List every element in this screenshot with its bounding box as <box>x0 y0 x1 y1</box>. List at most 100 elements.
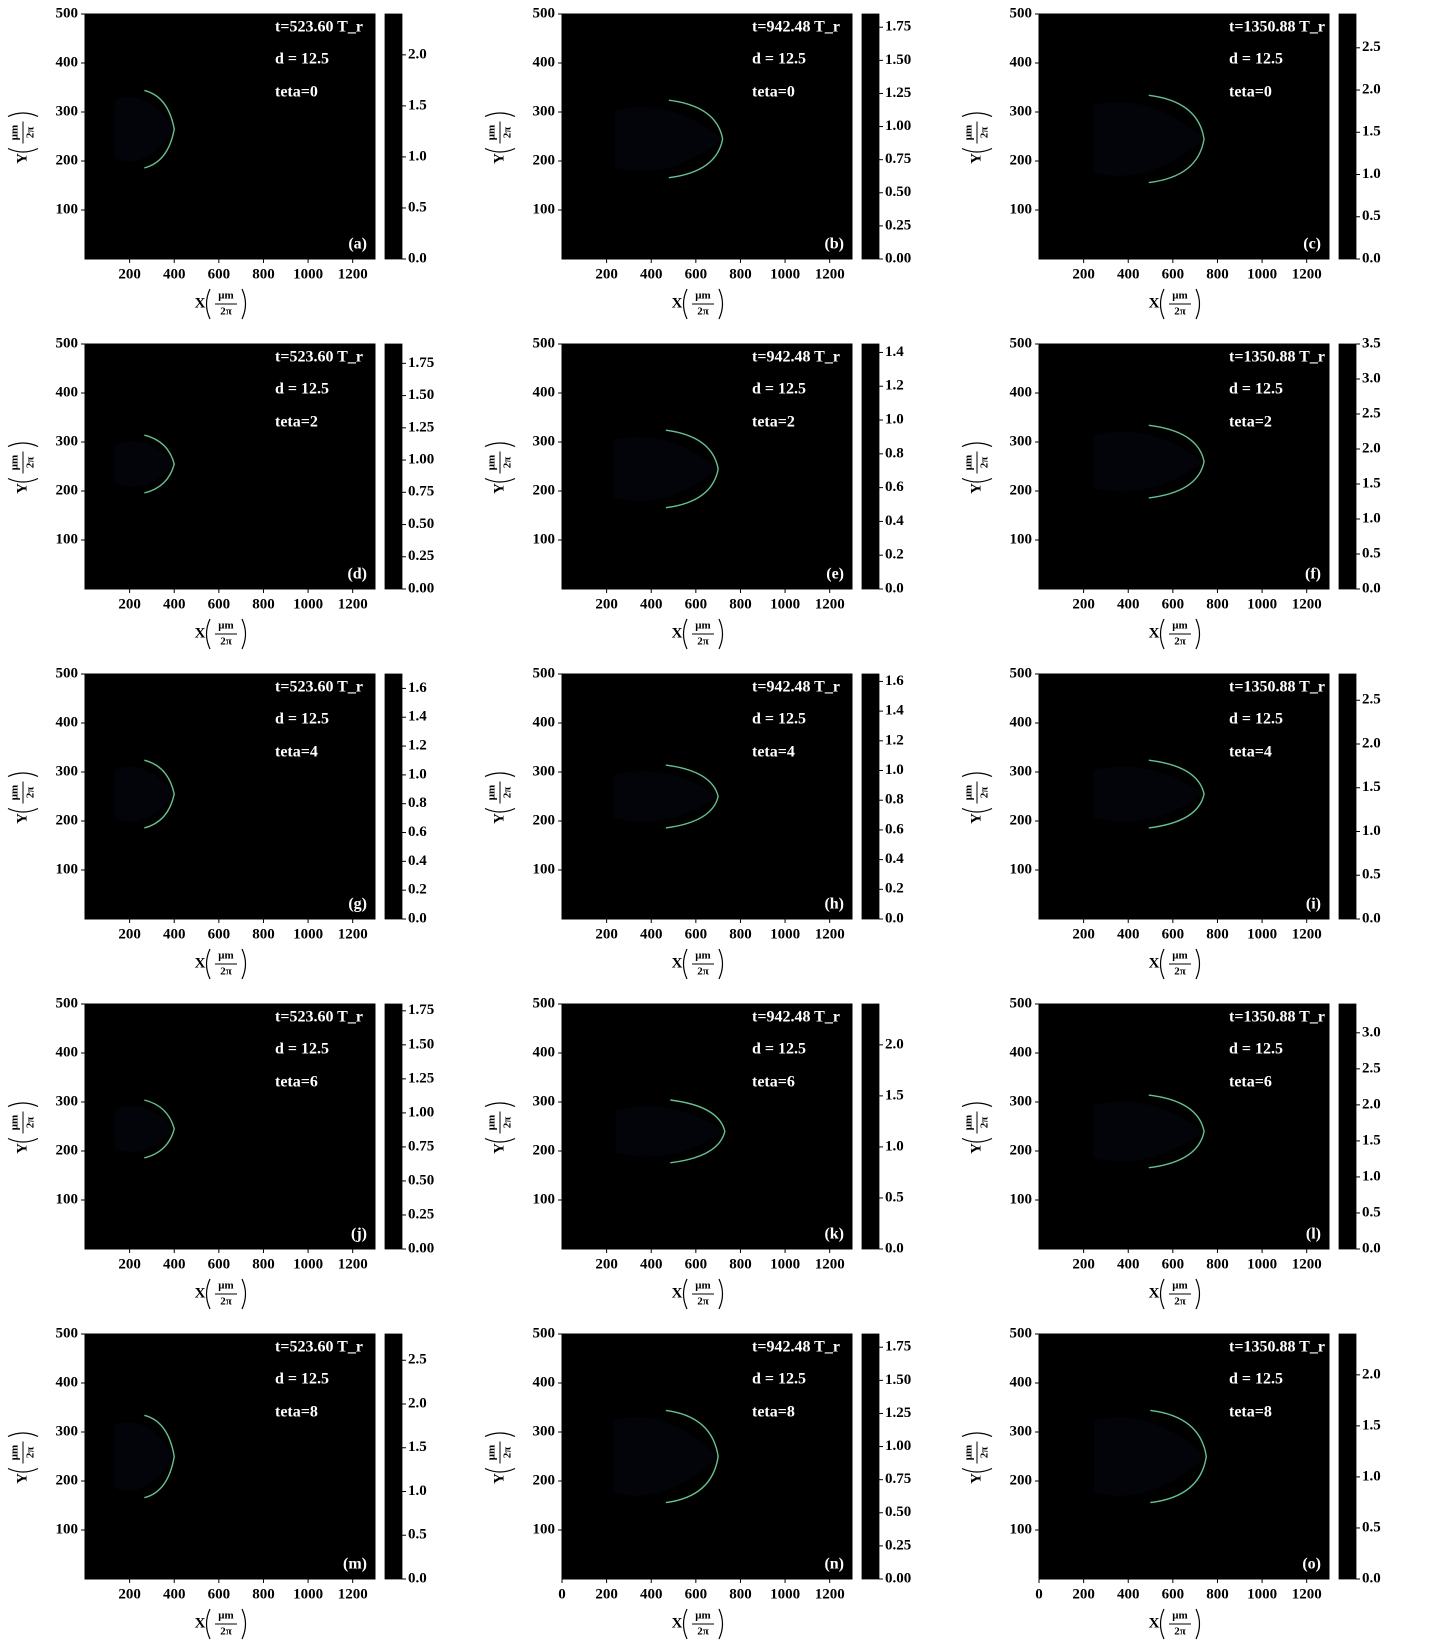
y-unit-den: 2π <box>979 1117 991 1129</box>
x-unit-num: μm <box>695 620 710 632</box>
colorbar <box>862 1334 879 1579</box>
annotation: teta=2 <box>752 414 795 431</box>
colorbar-tick-label: 0.5 <box>408 199 427 215</box>
colorbar-tick-label: 1.0 <box>1362 166 1381 182</box>
colorbar-tick-label: 2.0 <box>408 1395 427 1411</box>
colorbar-tick-label: 2.0 <box>408 46 427 62</box>
y-unit-num: μm <box>486 455 498 470</box>
x-tick-label: 1200 <box>815 596 845 612</box>
time-annotation: t=1350.88 T_r <box>1229 679 1325 696</box>
y-tick-label: 300 <box>56 763 79 779</box>
colorbar-tick-label: 1.0 <box>408 766 427 782</box>
x-tick-label: 800 <box>252 1256 275 1272</box>
panel-label: (g) <box>348 896 367 913</box>
colorbar <box>1339 14 1356 259</box>
annotation: d = 12.5 <box>752 1041 806 1058</box>
panel-label: (l) <box>1306 1226 1321 1243</box>
colorbar-tick-label: 2.0 <box>1362 81 1381 97</box>
y-axis-label: Y <box>491 1143 507 1154</box>
colorbar-tick-label: 1.5 <box>1362 475 1381 491</box>
colorbar-tick-label: 0.00 <box>408 580 434 596</box>
y-tick-label: 500 <box>1010 995 1033 1011</box>
y-unit-den: 2π <box>502 1117 514 1129</box>
x-unit-den: 2π <box>1174 1626 1186 1638</box>
x-tick-label: 200 <box>118 1256 141 1272</box>
x-tick-label: 800 <box>729 1256 752 1272</box>
colorbar-tick-label: 1.5 <box>1362 779 1381 795</box>
panel-label: (e) <box>826 566 844 583</box>
y-axis-label-group: Yμm2π <box>962 443 992 494</box>
x-unit-den: 2π <box>697 1296 709 1308</box>
colorbar <box>1339 1334 1356 1579</box>
x-tick-label: 400 <box>640 926 663 942</box>
time-annotation: t=523.60 T_r <box>275 679 363 696</box>
y-tick-label: 300 <box>1010 1423 1033 1439</box>
panel-label: (o) <box>1302 1556 1321 1573</box>
colorbar-tick-label: 1.75 <box>408 1002 434 1018</box>
y-tick-label: 500 <box>533 5 556 21</box>
y-axis-label-group: Yμm2π <box>485 443 515 494</box>
x-tick-label: 600 <box>208 1586 231 1602</box>
x-tick-label: 400 <box>163 1586 186 1602</box>
colorbar-tick-label: 1.5 <box>1362 1417 1381 1433</box>
y-tick-label: 300 <box>1010 433 1033 449</box>
x-tick-label: 200 <box>1072 926 1095 942</box>
y-unit-num: μm <box>963 785 975 800</box>
annotation: teta=6 <box>752 1074 795 1091</box>
annotation: teta=4 <box>275 744 318 761</box>
colorbar-tick-label: 0.8 <box>885 445 904 461</box>
x-tick-label: 600 <box>1162 1586 1185 1602</box>
y-tick-label: 100 <box>1010 1521 1033 1537</box>
y-unit-den: 2π <box>502 127 514 139</box>
x-tick-label: 1200 <box>338 926 368 942</box>
x-tick-label: 200 <box>118 596 141 612</box>
y-tick-label: 100 <box>56 1521 79 1537</box>
x-unit-den: 2π <box>220 1296 232 1308</box>
colorbar-tick-label: 1.0 <box>885 411 904 427</box>
x-axis-label: X <box>1149 1615 1160 1631</box>
y-tick-label: 400 <box>56 714 79 730</box>
colorbar-tick-label: 0.8 <box>885 792 904 808</box>
y-axis-label: Y <box>14 1473 30 1484</box>
x-axis-label: X <box>672 955 683 971</box>
time-annotation: t=523.60 T_r <box>275 1339 363 1356</box>
y-axis-label: Y <box>491 813 507 824</box>
colorbar <box>862 344 879 589</box>
y-tick-label: 400 <box>533 714 556 730</box>
y-tick-label: 300 <box>533 103 556 119</box>
y-unit-num: μm <box>9 1445 21 1460</box>
x-tick-label: 800 <box>252 266 275 282</box>
y-tick-label: 400 <box>533 1044 556 1060</box>
y-unit-num: μm <box>9 785 21 800</box>
colorbar-tick-label: 1.0 <box>408 1483 427 1499</box>
y-axis-label-group: Yμm2π <box>962 113 992 164</box>
colorbar <box>1339 344 1356 589</box>
x-tick-label: 1200 <box>338 1256 368 1272</box>
time-annotation: t=1350.88 T_r <box>1229 19 1325 36</box>
y-unit-den: 2π <box>25 127 37 139</box>
colorbar-tick-label: 0.0 <box>1362 910 1381 926</box>
colorbar-tick-label: 0.2 <box>408 882 427 898</box>
colorbar-tick-label: 0.75 <box>885 1471 911 1487</box>
colorbar-tick-label: 0.2 <box>885 881 904 897</box>
x-tick-label: 200 <box>595 1586 618 1602</box>
colorbar-tick-label: 3.0 <box>1362 1024 1381 1040</box>
colorbar-tick-label: 1.0 <box>885 1138 904 1154</box>
y-tick-label: 200 <box>56 812 79 828</box>
x-tick-label: 200 <box>595 266 618 282</box>
y-tick-label: 300 <box>1010 1093 1033 1109</box>
y-axis-label: Y <box>491 1473 507 1484</box>
annotation: teta=2 <box>1229 414 1272 431</box>
y-axis-label: Y <box>491 153 507 164</box>
colorbar <box>385 344 402 589</box>
colorbar-tick-label: 0.75 <box>885 151 911 167</box>
annotation: d = 12.5 <box>275 381 329 398</box>
x-tick-label: 1000 <box>1247 266 1277 282</box>
colorbar-tick-label: 1.00 <box>885 1438 911 1454</box>
x-tick-label: 600 <box>685 1586 708 1602</box>
y-unit-den: 2π <box>502 457 514 469</box>
panel-label: (i) <box>1306 896 1321 913</box>
colorbar-tick-label: 1.5 <box>1362 124 1381 140</box>
x-tick-label: 0 <box>1035 1586 1043 1602</box>
x-tick-label: 200 <box>118 266 141 282</box>
